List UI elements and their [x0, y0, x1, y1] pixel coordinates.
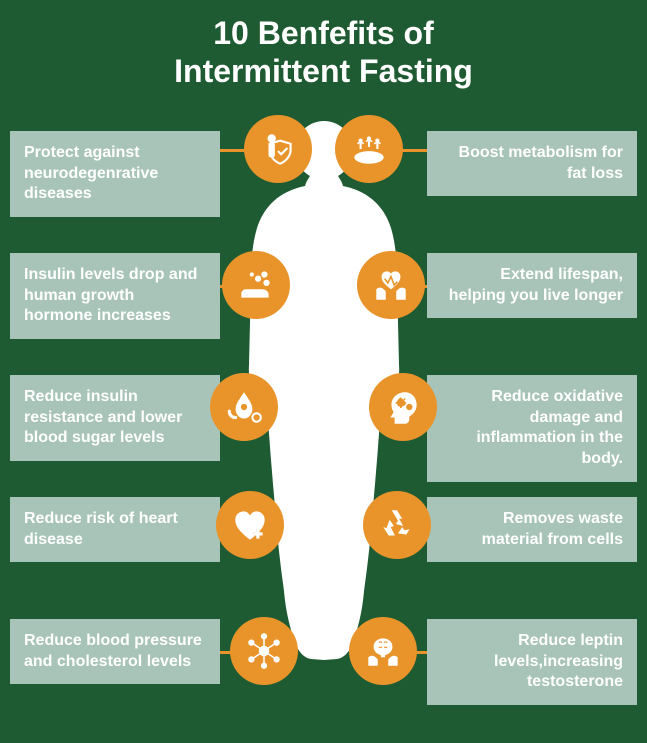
page-title: 10 Benfefits ofIntermittent Fasting: [0, 0, 647, 101]
benefit-box: Reduce risk of heart disease: [10, 497, 220, 563]
benefit-box: Extend lifespan, helping you live longer: [427, 253, 637, 319]
metabolism-icon: [335, 115, 403, 183]
benefit-box: Insulin levels drop and human growth hor…: [10, 253, 220, 339]
brain-gear-icon: [369, 373, 437, 441]
benefit-box: Removes waste material from cells: [427, 497, 637, 563]
shield-icon: [244, 115, 312, 183]
network-icon: [230, 617, 298, 685]
benefit-box: Reduce leptin levels,increasing testoste…: [427, 619, 637, 705]
benefit-box: Reduce blood pressure and cholesterol le…: [10, 619, 220, 685]
hand-pills-icon: [222, 251, 290, 319]
benefit-box: Reduce insulin resistance and lower bloo…: [10, 375, 220, 461]
benefit-box: Reduce oxidative damage and inflammation…: [427, 375, 637, 482]
infographic-content: Protect against neurodegenrative disease…: [0, 101, 647, 741]
benefit-box: Protect against neurodegenrative disease…: [10, 131, 220, 217]
hands-brain-icon: [349, 617, 417, 685]
hands-heart-icon: [357, 251, 425, 319]
heart-plus-icon: [216, 491, 284, 559]
recycle-icon: [363, 491, 431, 559]
benefit-box: Boost metabolism for fat loss: [427, 131, 637, 197]
blood-drop-icon: [210, 373, 278, 441]
